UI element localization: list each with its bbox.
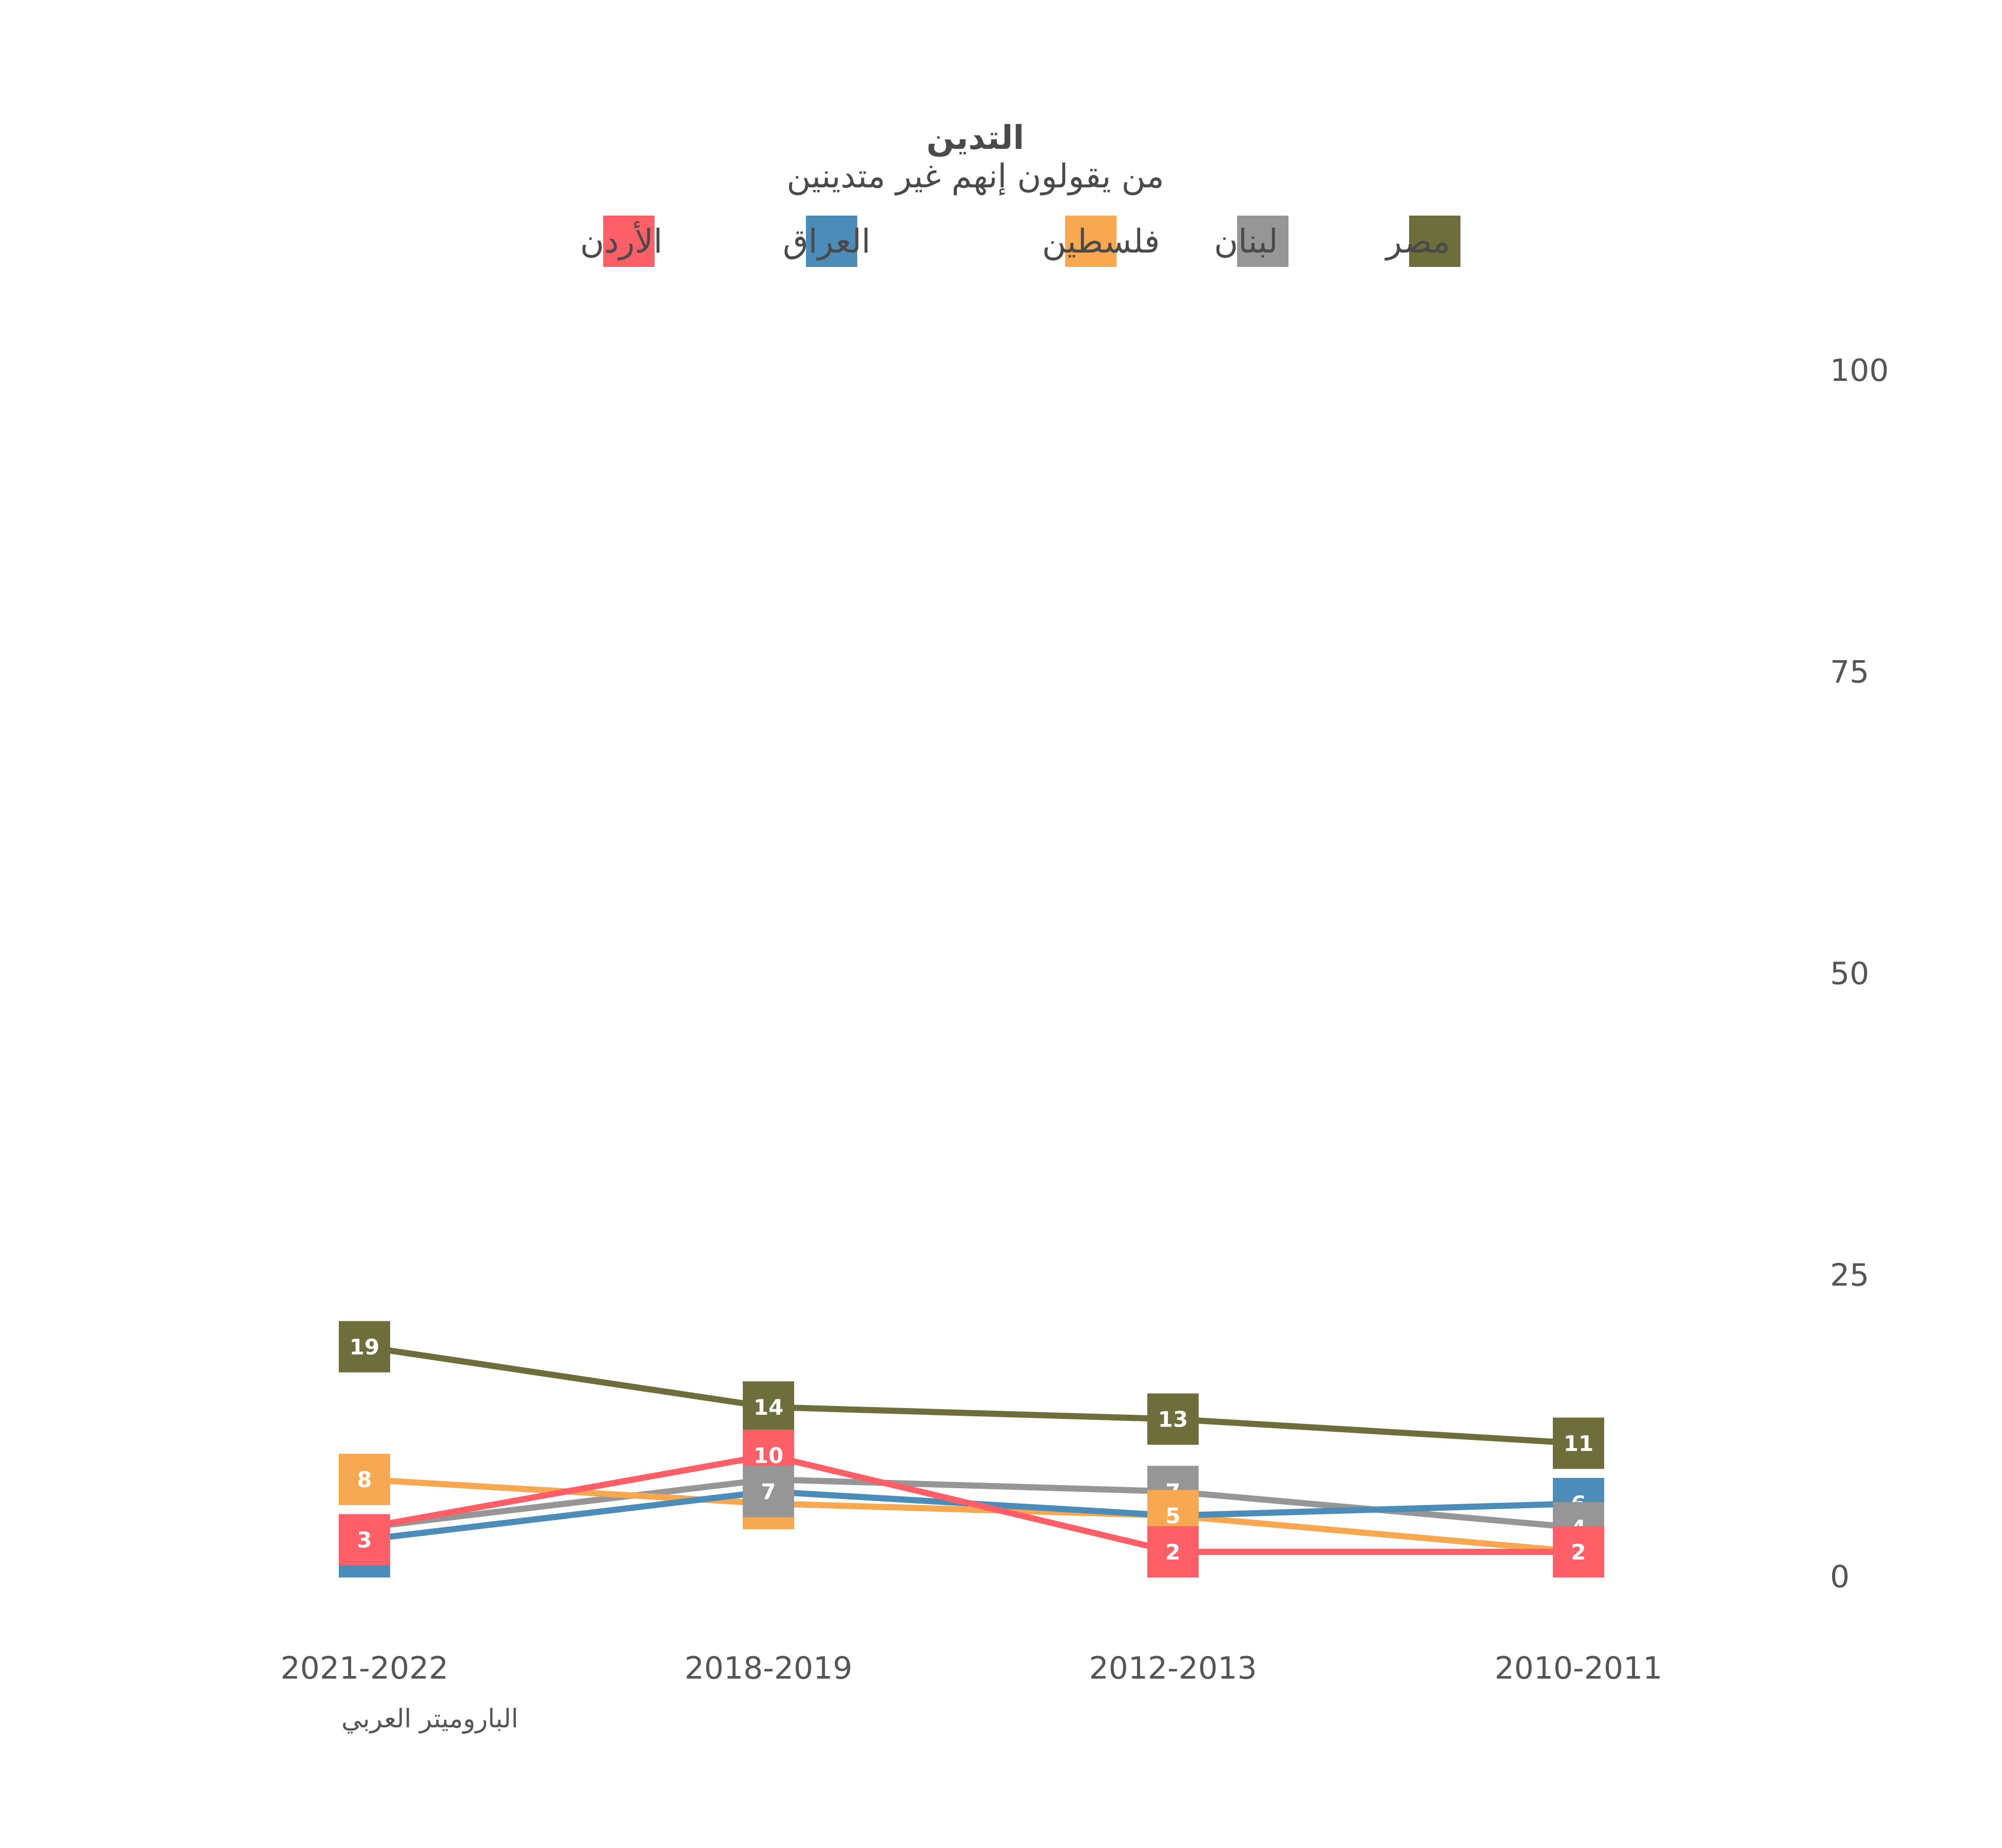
series-line [361,1452,1582,1555]
legend-label: الأردن [580,221,663,261]
data-label-badges: 1113141964275210783 [339,1321,1604,1577]
legend-swatch [1065,216,1116,267]
data-label-text: 8 [357,1467,372,1492]
y-tick-label: 0 [1830,1559,1850,1595]
legend-swatch [603,216,654,267]
legend-item[interactable]: لبنان [1214,216,1288,267]
legend-swatch [806,216,857,267]
data-label: 19 [339,1321,390,1373]
data-label-text: 7 [761,1479,776,1505]
x-axis: 2010-2011 2012-2013 2018-2019 2021-2022 [280,1650,1662,1686]
data-label-text: 5 [1165,1504,1180,1529]
legend-swatch [1237,216,1288,267]
data-label-box [339,1321,390,1373]
legend-swatch [1409,216,1460,267]
data-label-text: 13 [1158,1407,1188,1432]
data-label-text: 3 [357,1528,372,1553]
data-label-box [339,1454,390,1505]
y-axis: 0 25 50 75 100 [1830,353,1889,1595]
legend: مصر لبنان فلسطين العراق الأردن [580,216,1460,267]
data-label-text: 11 [1564,1431,1593,1456]
x-tick-label: 2010-2011 [1494,1650,1662,1686]
legend-label: فلسطين [1042,223,1160,261]
data-label: 13 [1147,1393,1199,1445]
data-label-text: 19 [350,1335,379,1360]
y-tick-label: 100 [1830,353,1889,389]
legend-item[interactable]: مصر [1384,216,1460,267]
legend-item[interactable]: العراق [783,216,871,267]
y-tick-label: 25 [1830,1258,1869,1294]
data-label: 3 [339,1514,390,1566]
data-label: 2 [1553,1526,1604,1577]
data-label: 2 [1147,1526,1199,1577]
data-label-text: 2 [1165,1539,1180,1565]
legend-item[interactable]: فلسطين [1042,216,1160,267]
x-tick-label: 2012-2013 [1089,1650,1257,1686]
source-label: الباروميتر العربي [341,1704,518,1734]
legend-item[interactable]: الأردن [580,216,663,267]
y-tick-label: 75 [1830,654,1869,690]
data-label-text: 14 [754,1395,783,1420]
data-label: 8 [339,1454,390,1505]
data-label-box [743,1466,794,1517]
y-tick-label: 50 [1830,956,1869,992]
series-line [361,1343,1582,1447]
x-tick-label: 2021-2022 [280,1650,448,1686]
data-label: 14 [743,1381,794,1433]
chart-title: التدين [927,119,1025,157]
data-label-box [1553,1417,1604,1469]
data-label-text: 10 [754,1443,783,1468]
legend-label: لبنان [1214,223,1278,261]
x-tick-label: 2018-2019 [684,1650,852,1686]
data-label-box [743,1381,794,1433]
legend-label: مصر [1384,223,1450,261]
data-label-box [339,1514,390,1566]
data-label-box [1553,1526,1604,1577]
data-label-text: 2 [1571,1539,1586,1565]
data-label-box [1147,1526,1199,1577]
data-label: 11 [1553,1417,1604,1469]
legend-label: العراق [783,223,871,261]
data-label-box [1147,1393,1199,1445]
series-lines [361,1343,1582,1555]
chart-subtitle: من يقولون إنهم غير متدينين [786,158,1164,196]
data-label: 7 [743,1466,794,1517]
